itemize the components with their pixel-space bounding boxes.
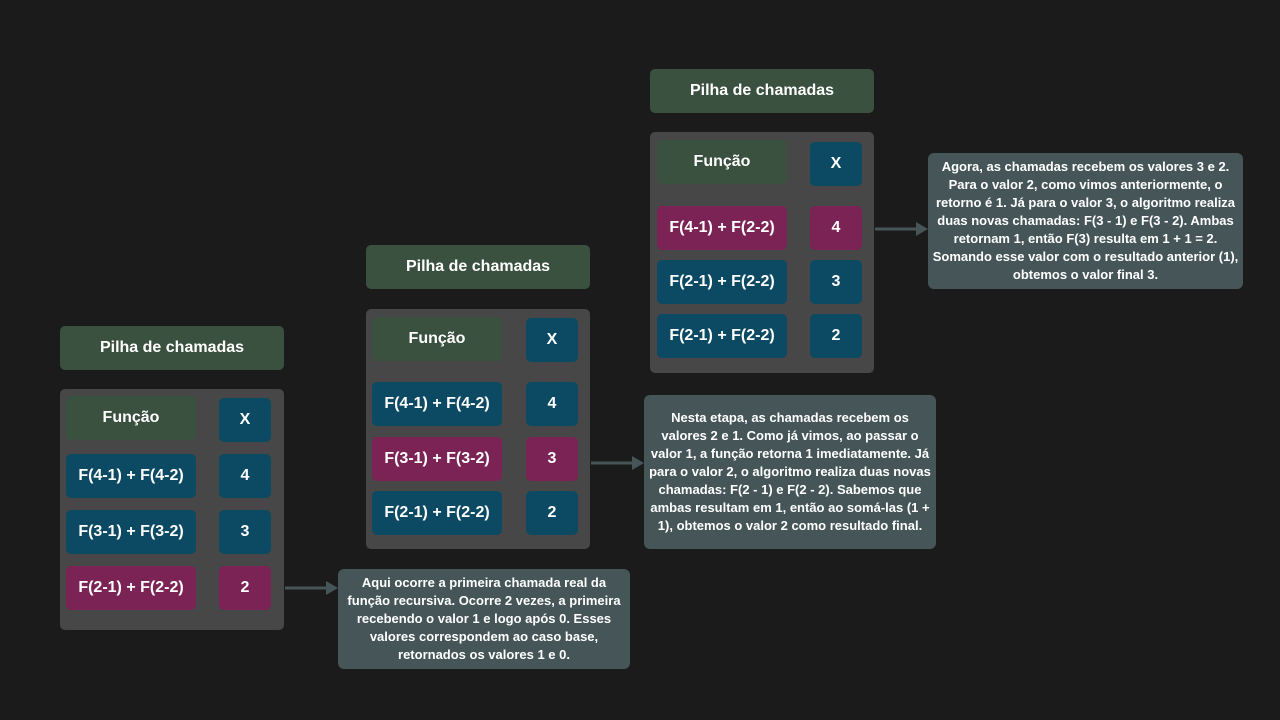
stack-row-call-active: F(2-1) + F(2-2)	[66, 566, 196, 610]
stack-row-x-active: 2	[219, 566, 271, 610]
stack-row-call: F(4-1) + F(4-2)	[372, 382, 502, 426]
stack-row-x: 2	[810, 314, 862, 358]
x-header: X	[526, 318, 578, 362]
arrow-2	[591, 456, 644, 470]
stack-row-call: F(2-1) + F(2-2)	[372, 491, 502, 535]
stack-row-x-active: 3	[526, 437, 578, 481]
stack-row-x: 2	[526, 491, 578, 535]
stack-container: Função X F(4-1) + F(4-2) 4 F(3-1) + F(3-…	[60, 389, 284, 630]
x-header: X	[219, 398, 271, 442]
stack-row-x: 3	[219, 510, 271, 554]
stack-row-call: F(4-1) + F(4-2)	[66, 454, 196, 498]
function-header: Função	[657, 140, 787, 184]
explanation-note-3: Agora, as chamadas recebem os valores 3 …	[928, 153, 1243, 289]
stack-container: Função X F(4-1) + F(4-2) 4 F(3-1) + F(3-…	[366, 309, 590, 549]
stack-container: Função X F(4-1) + F(2-2) 4 F(2-1) + F(2-…	[650, 132, 874, 373]
stack-row-call-active: F(4-1) + F(2-2)	[657, 206, 787, 250]
function-header: Função	[372, 317, 502, 361]
stack-title: Pilha de chamadas	[60, 326, 284, 370]
stack-row-x-active: 4	[810, 206, 862, 250]
stack-row-call: F(2-1) + F(2-2)	[657, 260, 787, 304]
x-header: X	[810, 142, 862, 186]
explanation-note-1: Aqui ocorre a primeira chamada real da f…	[338, 569, 630, 669]
stack-row-x: 3	[810, 260, 862, 304]
explanation-note-2: Nesta etapa, as chamadas recebem os valo…	[644, 395, 936, 549]
stack-row-call-active: F(3-1) + F(3-2)	[372, 437, 502, 481]
stack-title: Pilha de chamadas	[650, 69, 874, 113]
arrow-3	[875, 222, 928, 236]
arrow-1	[285, 581, 338, 595]
stack-row-x: 4	[219, 454, 271, 498]
stack-row-call: F(3-1) + F(3-2)	[66, 510, 196, 554]
stack-row-x: 4	[526, 382, 578, 426]
stack-row-call: F(2-1) + F(2-2)	[657, 314, 787, 358]
stack-title: Pilha de chamadas	[366, 245, 590, 289]
function-header: Função	[66, 396, 196, 440]
